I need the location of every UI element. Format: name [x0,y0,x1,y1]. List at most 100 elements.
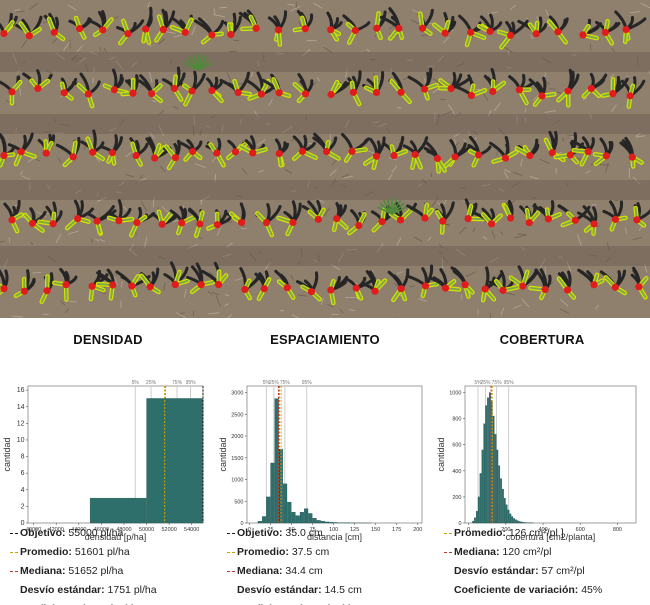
x-tick-label: 25 [267,527,273,533]
histogram-bar [295,515,300,524]
aerial-crop-field-image [0,0,650,318]
plant-center [237,218,246,227]
plant [141,6,153,45]
histogram-bar [498,465,501,524]
histogram-bar [472,520,475,524]
plant [68,15,92,40]
weed [377,198,407,215]
plant-center [214,280,223,289]
stat-row: Objetivo: 55000 pl/ha [10,524,216,543]
stat-row: Mediana: 34.4 cm [227,562,433,581]
y-axis-label: cantidad [2,437,12,471]
plant [577,268,605,289]
percentile-label: 5% [263,380,271,386]
plant [443,139,472,169]
plant-center [227,30,235,39]
x-axis: 40000 42000 44000 46000 48000 50000 52000 54000 [26,523,199,533]
plant [15,15,43,40]
y-tick-label: 200 [452,495,461,501]
plant [267,10,288,47]
histogram-bar [304,508,309,524]
stat-value: 34.4 cm [282,565,323,577]
plant [177,70,206,107]
plant [508,73,535,106]
plant [517,16,548,38]
plant-center [252,24,260,32]
histogram-bar [474,517,476,524]
y-tick-label: 0 [458,521,461,527]
plant [602,200,628,232]
plant [480,266,503,303]
plant [327,79,350,99]
plant [223,12,242,39]
plant-center [188,147,197,156]
plant-center [441,284,450,292]
stat-label: Objetivo: [20,527,66,539]
histogram-bar [333,522,338,524]
histogram-bar [505,504,508,524]
x-tick-label: 200 [501,527,510,533]
plant-center [633,216,641,224]
y-tick-label: 4 [21,487,25,494]
x-tick-label: 150 [371,527,380,533]
coverage-histogram: 5%25% 75% 95% 0 200 400 600 800 1000 0 200 400 600 80… [436,380,637,542]
plant-center [8,216,16,224]
y-tick-label: 1000 [449,391,461,397]
percentile-label: 25% [269,380,280,386]
x-axis-label: densidad [p/ha] [85,532,147,542]
y-axis-label: cantidad [218,437,228,471]
plant-center [197,281,205,289]
histogram-bar [316,520,321,524]
stat-row: Promedio: 126 cm²/pl ] [444,524,650,543]
plant [115,18,145,46]
x-tick-label: 50000 [139,527,154,533]
plant [406,202,435,222]
stat-value: 39% [361,603,385,605]
histogram-bar [496,449,499,524]
stat-label: Mediana: [20,565,66,577]
plant [437,71,472,93]
plant-center [298,147,307,155]
plant-center [62,281,70,289]
plant [362,136,386,171]
plant [423,140,447,174]
y-tick-label: 12 [17,420,25,427]
stat-label: Coeficiente de variación: [237,603,361,605]
plant-center [148,90,156,98]
stat-label: Mediana: [237,565,283,577]
plant-center [142,25,150,33]
plant [274,138,290,168]
plant-center [208,31,216,39]
plant-center [390,151,398,160]
plant-center [622,25,630,34]
promedio-legend-marker [227,551,235,553]
plant [514,138,540,160]
plant [13,269,36,299]
x-tick-label: 0 [467,527,470,533]
plant-center [499,286,507,294]
panel-title: ESPACIAMIENTO [270,332,380,347]
plant-center [626,92,634,100]
plant-center [213,149,221,157]
plant-center [43,287,51,295]
plant-center [579,31,587,39]
plant-center [348,147,356,155]
plant-center [257,90,265,98]
plant [150,209,178,228]
histogram-bar [477,496,480,524]
stat-row: Desvío estándar: 1751 pl/ha [10,581,216,600]
plant [388,71,412,105]
plant [477,13,503,35]
histogram-bar [502,488,504,524]
x-axis-label: distancia [cm] [307,532,362,542]
plant-center [84,90,92,98]
plant-center [587,84,595,93]
plant [0,268,9,296]
y-tick-label: 14 [17,404,25,411]
plant [224,202,246,227]
percentile-label: 75% [492,380,503,386]
histogram-bar [312,518,317,524]
plant [630,266,649,300]
objetivo-legend-marker [227,532,235,534]
plant-center [213,221,221,229]
